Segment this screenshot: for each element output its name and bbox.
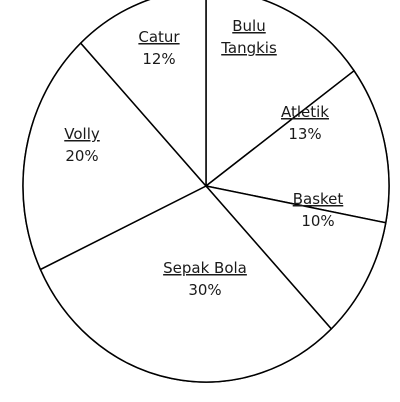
pie-slice-basket xyxy=(203,184,387,330)
pie-slice-atletik xyxy=(204,69,390,224)
pie-slice-catur xyxy=(79,0,207,188)
pie-labels: Bulu Tangkis Atletik 13% Basket 10% Sepak Bola… xyxy=(64,17,343,299)
slice-percent-text: 30% xyxy=(188,281,221,299)
pie-slice-volly xyxy=(22,42,208,271)
slice-category-text: Bulu xyxy=(232,17,265,35)
pie-slices xyxy=(22,0,390,383)
slice-percent-text: 12% xyxy=(142,50,175,68)
slice-percent-text: 13% xyxy=(288,125,321,143)
pie-slice-bulu-tangkis xyxy=(205,0,356,188)
slice-label-sepak-bola: Sepak Bola 30% xyxy=(163,259,247,299)
slice-label-catur: Catur 12% xyxy=(138,28,180,68)
slice-category-text: Catur xyxy=(138,28,180,46)
slice-category-text: Sepak Bola xyxy=(163,259,247,277)
slice-percent-text: 10% xyxy=(301,212,334,230)
slice-category-text: Atletik xyxy=(281,103,329,121)
slice-label-bulu-tangkis: Bulu Tangkis xyxy=(220,17,277,57)
slice-category-text: Tangkis xyxy=(220,39,277,57)
pie-slice-sepak-bola xyxy=(39,185,333,383)
slice-label-volly: Volly 20% xyxy=(64,125,100,165)
slice-label-atletik: Atletik 13% xyxy=(281,103,329,143)
slice-category-text: Volly xyxy=(64,125,100,143)
slice-category-text: Basket xyxy=(293,190,344,208)
slice-label-basket: Basket 10% xyxy=(293,190,344,230)
slice-percent-text: 20% xyxy=(65,147,98,165)
